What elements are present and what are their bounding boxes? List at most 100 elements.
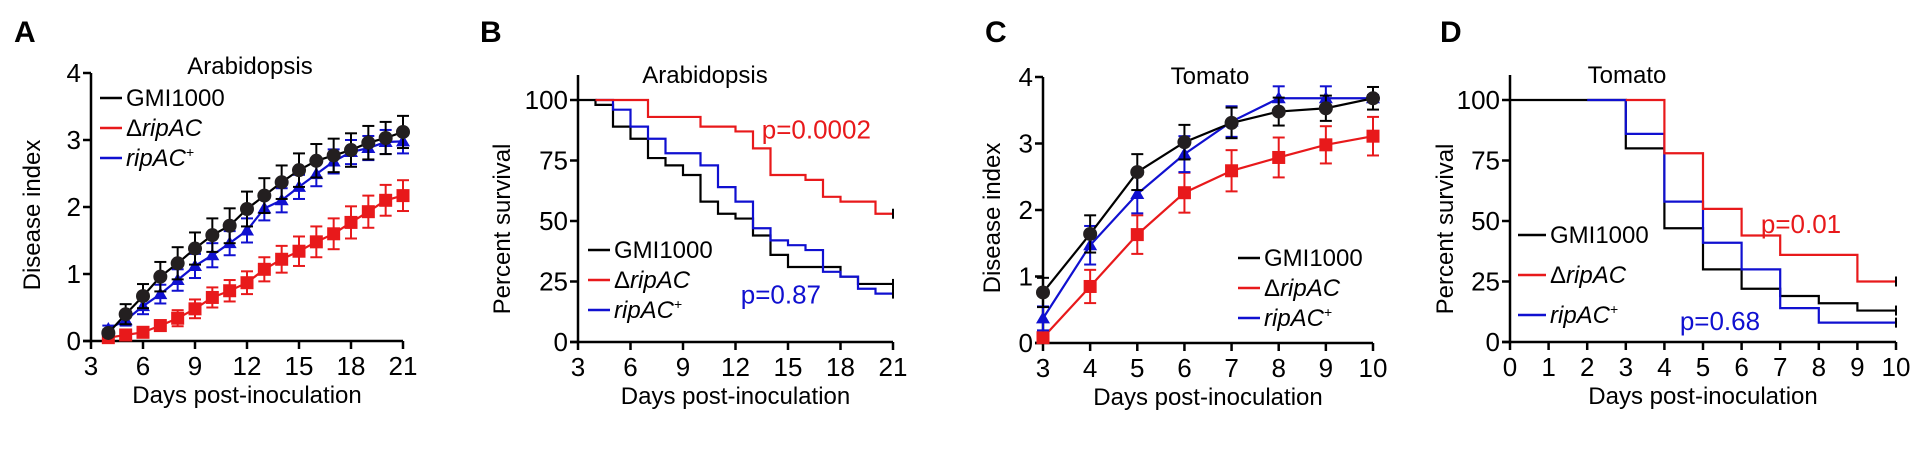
x-tick-label: 3 [84,351,98,381]
data-point [1036,311,1050,324]
x-tick-label: 3 [1036,353,1050,383]
data-point [1130,228,1144,242]
data-point [396,189,410,203]
x-tick-label: 10 [1359,353,1388,383]
x-tick-label: 6 [1734,352,1748,382]
series-dripAC [1625,98,1897,287]
y-axis-label: Percent survival [489,144,516,315]
panel-c: C Tomato 0 1 2 3 4 3 4 5 6 7 8 9 10 Days post-inoculati… [979,16,1387,411]
x-tick-label: 1 [1541,352,1555,382]
y-tick-label: 1 [67,259,81,289]
y-tick-label: 2 [67,192,81,222]
data-point [119,328,133,342]
y-tick-label: 100 [1457,85,1500,115]
chart-title: Tomato [1171,63,1250,90]
x-axis-label: Days post-inoculation [132,382,361,409]
y-axis-label: Percent survival [1432,144,1459,315]
x-tick-label: 7 [1773,352,1787,382]
legend-prefix: Δ [126,115,142,142]
data-point [257,188,272,203]
data-point [118,307,133,322]
legend-label-GMI1000: GMI1000 [1550,222,1649,249]
y-tick-label: 0 [1486,327,1500,357]
x-tick-label: 8 [1812,352,1826,382]
series-ripACplus [595,98,894,299]
x-tick-label: 12 [233,351,262,381]
x-tick-label: 9 [188,351,202,381]
legend-prefix: Δ [1550,262,1566,289]
data-point [1366,91,1380,106]
data-point [153,319,167,333]
data-point [396,124,410,139]
y-tick-label: 4 [67,58,81,88]
data-point [361,135,376,150]
data-point [222,218,237,233]
data-point [257,262,271,276]
data-point [223,284,237,298]
y-tick-label: 25 [539,267,568,297]
y-tick-label: 4 [1019,62,1033,92]
x-tick-label: 6 [1177,353,1191,383]
data-point [136,325,150,339]
series-GMI1000 [1510,98,1897,316]
legend-label-dripAC: ΔripAC [1550,262,1627,289]
data-point [1130,165,1145,180]
x-tick-label: 0 [1503,352,1517,382]
legend-italic-part: ripAC [614,297,675,324]
panel-b: B Arabidopsis 0 25 50 75 100 3 6 9 12 15 18 21 Days po… [480,16,907,410]
data-point [171,311,185,325]
survival-curve [595,98,893,295]
data-point [344,215,358,229]
legend-label-ripACplus: ripAC+ [614,296,682,324]
legend-italic-part: ripAC [1550,302,1611,329]
x-tick-label: 7 [1224,353,1238,383]
data-point [1319,138,1333,152]
data-point [188,302,202,316]
p-value-annotation: p=0.01 [1761,209,1841,239]
data-point [205,248,220,261]
data-point [1130,187,1145,200]
legend-suffix: + [1610,301,1618,317]
legend-label-dripAC: ΔripAC [1264,275,1341,302]
y-tick-label: 50 [539,206,568,236]
y-tick-label: 1 [1019,262,1033,292]
data-point [274,175,289,190]
series-line [1042,97,1373,319]
data-point [1366,129,1380,143]
data-point [240,202,254,217]
y-axis-label: Disease index [979,143,1006,294]
x-tick-label: 9 [1319,353,1333,383]
data-point [292,163,306,178]
series-ripACplus [1587,98,1897,328]
chart-title: Tomato [1588,62,1667,89]
data-point [292,244,306,258]
series-GMI1000 [1036,85,1380,309]
data-point [1224,115,1239,130]
data-point [1177,135,1192,150]
x-tick-label: 6 [136,351,150,381]
x-tick-label: 4 [1083,353,1097,383]
survival-curve [1625,98,1896,283]
series-dripAC [1036,115,1380,345]
x-tick-label: 15 [285,351,314,381]
series-dripAC [595,98,894,219]
data-point [153,269,168,284]
survival-curve [595,98,893,215]
y-tick-label: 100 [525,85,568,115]
legend-label-ripACplus: ripAC+ [1550,301,1618,329]
x-tick-label: 21 [879,352,908,382]
x-tick-label: 12 [721,352,750,382]
series-line [108,194,404,339]
data-point [1318,101,1333,116]
y-tick-label: 0 [67,326,81,356]
y-tick-label: 3 [67,125,81,155]
data-point [205,228,220,243]
p-value-annotation: p=0.68 [1680,306,1760,336]
data-point [1177,186,1191,200]
legend-italic-part: ripAC [142,115,203,142]
data-point [188,241,202,256]
panel-letter: D [1440,16,1462,49]
